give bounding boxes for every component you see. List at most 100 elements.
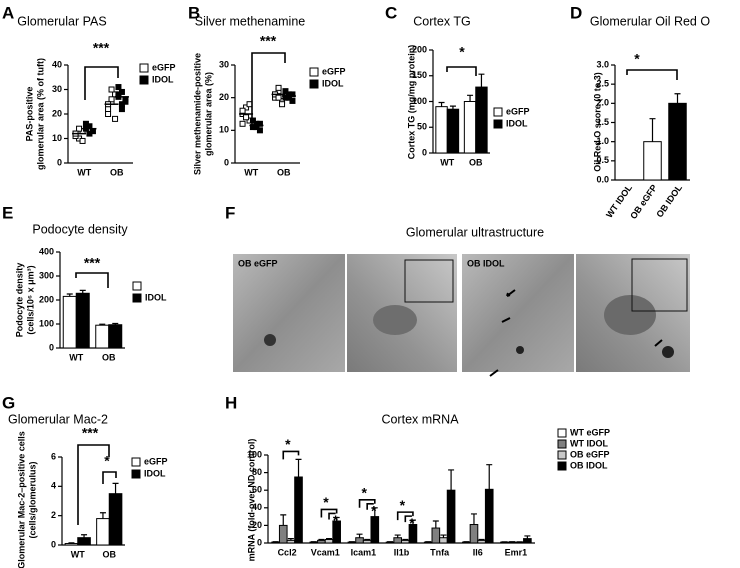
y-tick-label: 50 [417,122,427,132]
bar [446,108,460,154]
error-bar [364,538,371,541]
bar [401,539,410,544]
legend-label: OB eGFP [570,449,610,459]
significance-bracket [396,511,414,521]
y-tick-label: 60 [252,485,262,495]
y-tick-label: 40 [52,59,62,69]
significance-bracket [84,66,119,100]
chart-title: Podocyte density [32,222,128,236]
y-tick-label: 30 [219,59,229,69]
panel-letter: A [2,3,14,22]
bar [475,86,488,154]
error-bar [66,293,73,297]
bar [108,324,123,349]
significance-label: * [400,497,406,513]
significance-label: * [285,436,291,452]
bar [463,101,477,154]
bar [324,538,334,544]
legend-swatch [557,439,567,449]
data-point [76,125,83,132]
legend-label: eGFP [322,66,346,76]
y-axis-label: (cells/glomerulus) [27,461,37,538]
inset-box [404,259,454,303]
significance-bracket [251,52,286,128]
y-tick-label: 30 [52,84,62,94]
panel-letter: D [570,3,582,22]
data-point [79,137,86,144]
y-tick-label: 0.0 [596,174,609,184]
cell-detail [516,346,524,354]
significance-bracket [358,499,376,508]
bar [95,324,110,349]
legend-label: IDOL [506,118,528,128]
y-tick-label: 1.5 [596,117,609,127]
bar [278,524,288,544]
error-bar [68,542,75,544]
bar [439,537,448,544]
bar [77,537,91,546]
legend-label: IDOL [152,74,174,84]
significance-label: * [459,44,465,60]
x-tick-label: OB [102,352,116,362]
x-tick-label: Il6 [473,547,483,557]
legend-label: WT eGFP [570,427,610,437]
data-point [118,101,125,108]
y-tick-label: 2.5 [596,79,609,89]
data-point [115,84,122,91]
error-bar [99,512,106,519]
bar [435,106,448,154]
significance-label: * [361,485,367,501]
y-tick-label: 0 [257,537,262,547]
data-point [285,94,292,101]
data-point [243,104,250,111]
legend-swatch [557,461,567,471]
error-bar [524,535,531,539]
y-tick-label: 40 [252,502,262,512]
legend-swatch [131,457,141,467]
significance-label: * [104,453,110,469]
x-tick-label: Ccl2 [278,547,297,557]
data-point [256,127,263,134]
data-point [279,101,286,108]
data-point [105,106,112,113]
significance-bracket [404,515,412,523]
error-bar [478,73,485,88]
y-tick-label: 0 [57,157,62,167]
y-axis-label: Podocyte density [14,263,24,338]
x-tick-label: Icam1 [351,547,377,557]
error-bar [112,482,119,494]
data-point [289,97,296,104]
panel-letter: E [2,203,13,222]
legend-swatch [493,107,503,117]
y-tick-label: 2.0 [596,98,609,108]
x-tick-label: OB IDOL [654,182,684,219]
data-point [282,88,289,95]
data-point [256,120,263,127]
legend-label: IDOL [145,292,167,302]
x-tick-label: Il1b [394,547,410,557]
error-bar [318,538,325,541]
y-axis-label: Silver methenamide-positive [192,53,202,175]
significance-bracket [446,66,477,76]
x-tick-label: WT [77,167,91,177]
error-bar [81,534,88,538]
y-tick-label: 0 [422,147,427,157]
y-tick-label: 0 [224,157,229,167]
data-point [289,91,296,98]
error-bar [79,289,86,294]
y-tick-label: 6 [51,451,56,461]
bar [64,543,79,546]
micrograph-label: OB IDOL [467,258,505,268]
legend-swatch [139,75,149,85]
error-bar [649,118,656,142]
data-point [275,94,282,101]
error-bar [467,94,474,102]
bar [370,516,380,544]
y-tick-label: 400 [39,246,54,256]
y-tick-label: 20 [252,520,262,530]
bar [362,539,372,544]
y-tick-label: 100 [247,449,262,459]
error-bar [409,519,416,525]
data-point [108,86,115,93]
